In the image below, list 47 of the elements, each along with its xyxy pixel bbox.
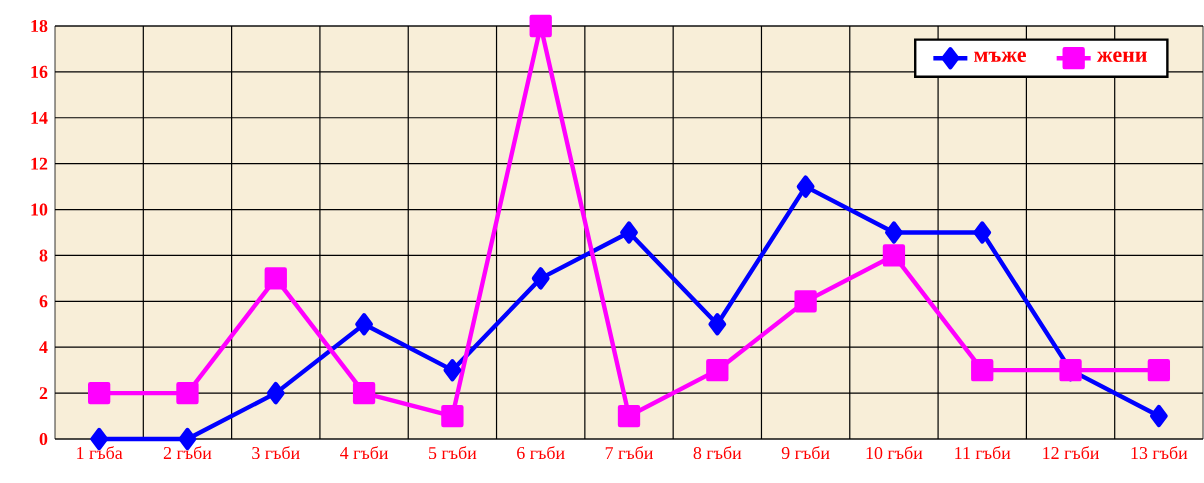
point [882, 244, 906, 267]
legend-label: мъже [974, 51, 1027, 63]
point [355, 313, 373, 336]
legend-label: жени [1096, 51, 1147, 63]
x-tick-label: 1 гъба [77, 446, 123, 460]
y-tick-label: 18 [31, 19, 48, 33]
point [529, 14, 552, 38]
point [443, 359, 462, 382]
y-tick-label: 8 [39, 249, 48, 262]
point [352, 381, 376, 405]
point [885, 221, 903, 244]
point [264, 267, 287, 290]
x-tick-label: 9 гъби [781, 446, 830, 460]
x-tick-label: 4 гъби [340, 446, 389, 460]
x-tick-label: 8 гъби [693, 446, 742, 460]
x-tick-label: 7 гъби [605, 446, 653, 460]
y-tick-label: 6 [39, 295, 48, 308]
point [1147, 359, 1171, 382]
point [1149, 404, 1168, 428]
point [266, 381, 285, 405]
point [531, 267, 550, 290]
y-tick-label: 4 [39, 341, 48, 354]
point [706, 359, 729, 382]
point [88, 381, 111, 405]
point [971, 359, 994, 382]
x-tick-label: 12 гъби [1043, 446, 1099, 460]
x-tick-label: 13 гъби [1131, 446, 1188, 460]
point [620, 221, 638, 244]
point [973, 221, 992, 244]
point [708, 313, 727, 336]
x-tick-label: 6 гъби [517, 446, 565, 460]
y-tick-label: 10 [31, 203, 48, 216]
y-tick-label: 0 [39, 432, 48, 446]
x-tick-label: 3 гъби [252, 446, 300, 460]
y-tick-label: 14 [31, 111, 48, 124]
point [441, 404, 464, 428]
x-tick-label: 11 гъби [955, 446, 1011, 460]
y-tick-label: 16 [31, 65, 48, 78]
x-tick-label: 5 гъби [429, 446, 477, 460]
point [794, 290, 817, 313]
point [617, 404, 641, 428]
point [796, 175, 815, 198]
point [176, 381, 199, 405]
x-tick-label: 2 гъби [163, 446, 212, 460]
x-tick-label: 10 гъби [866, 446, 923, 460]
y-tick-label: 12 [31, 157, 48, 170]
y-tick-label: 2 [39, 387, 48, 400]
